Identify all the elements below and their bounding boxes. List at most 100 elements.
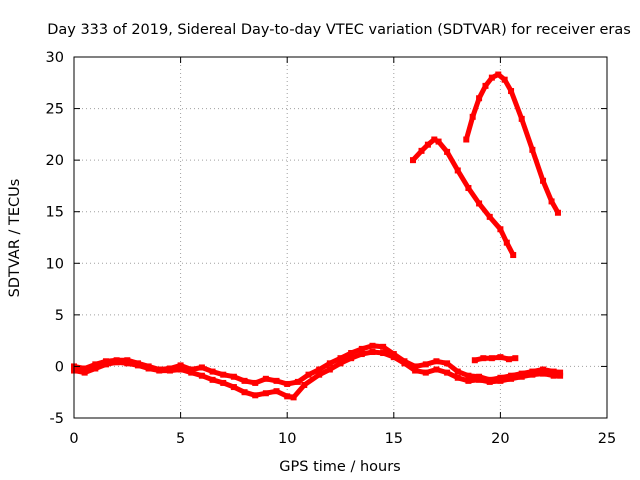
data-point [102, 358, 109, 365]
data-point [401, 360, 408, 367]
data-point [488, 355, 495, 362]
y-tick-label: 25 [46, 102, 64, 118]
x-tick-label: 20 [491, 431, 509, 447]
series-track-high-right [463, 72, 561, 216]
data-point [495, 71, 502, 78]
data-point [284, 380, 291, 387]
data-point [81, 365, 88, 372]
data-point [550, 372, 557, 379]
data-point [497, 354, 504, 361]
data-point [198, 372, 205, 379]
data-point [444, 369, 451, 376]
data-point [512, 355, 519, 362]
data-point [326, 366, 333, 373]
data-point [262, 390, 269, 397]
data-point [486, 378, 493, 385]
data-point [380, 343, 387, 350]
x-axis-label: GPS time / hours [279, 459, 400, 475]
data-point [166, 367, 173, 374]
y-tick-label: 30 [46, 50, 64, 66]
data-point [508, 375, 515, 382]
data-point [252, 379, 259, 386]
data-point [252, 392, 259, 399]
data-point [113, 359, 120, 366]
y-tick-label: 10 [46, 256, 64, 272]
data-point [469, 113, 476, 120]
data-point [476, 376, 483, 383]
y-tick-label: 15 [46, 205, 64, 221]
data-point [476, 95, 483, 102]
data-point [230, 373, 237, 380]
data-point [273, 388, 280, 395]
data-point [454, 374, 461, 381]
data-point [380, 350, 387, 357]
data-point [557, 369, 564, 376]
data-point [518, 373, 525, 380]
data-point [476, 373, 483, 380]
y-tick-label: -5 [50, 411, 64, 427]
y-tick-label: 5 [55, 308, 64, 324]
data-point [540, 370, 547, 377]
x-tick-label: 10 [278, 431, 296, 447]
data-point [454, 368, 461, 375]
data-point [480, 355, 487, 362]
data-point [540, 366, 547, 373]
plot-frame [73, 56, 608, 419]
data-point [433, 366, 440, 373]
data-point [241, 377, 248, 384]
axis-ticks: 0 5 10 15 20 25 -5 0 5 10 15 20 25 30 [46, 50, 617, 447]
series-track-high-left [410, 137, 516, 258]
data-point [422, 369, 429, 376]
data-point [471, 357, 478, 364]
data-point [92, 361, 99, 368]
data-point [124, 360, 131, 367]
data-point [241, 389, 248, 396]
x-tick-label: 15 [385, 431, 403, 447]
data-point [369, 348, 376, 355]
data-point [188, 366, 195, 373]
data-point [316, 366, 323, 373]
data-point [486, 213, 493, 220]
data-point [301, 381, 308, 388]
data-point [412, 367, 419, 374]
x-tick-label: 25 [598, 431, 616, 447]
data-point [454, 167, 461, 174]
data-point [337, 355, 344, 362]
data-point [465, 372, 472, 379]
data-point [316, 371, 323, 378]
data-series [71, 71, 564, 401]
data-point [134, 362, 141, 369]
data-point [348, 355, 355, 362]
data-point [422, 361, 429, 368]
data-point [497, 226, 504, 233]
data-point [284, 393, 291, 400]
data-point [390, 351, 397, 358]
data-point [81, 369, 88, 376]
data-point [409, 157, 416, 164]
data-point [358, 345, 365, 352]
data-point [444, 148, 451, 155]
data-point [412, 363, 419, 370]
data-point [369, 342, 376, 349]
data-point [435, 138, 442, 145]
data-point [102, 361, 109, 368]
data-point [305, 371, 312, 378]
grid-lines [74, 57, 607, 418]
data-point [220, 371, 227, 378]
data-point [554, 209, 561, 216]
data-point [273, 377, 280, 384]
x-tick-label: 0 [69, 431, 78, 447]
data-point [433, 358, 440, 365]
data-point [220, 379, 227, 386]
data-point [508, 88, 515, 95]
data-point [92, 365, 99, 372]
data-point [548, 198, 555, 205]
data-point [262, 375, 269, 382]
data-point [510, 252, 517, 259]
y-axis-label: SDTVAR / TECUs [7, 179, 23, 298]
data-point [358, 351, 365, 358]
data-point [550, 368, 557, 375]
y-tick-label: 0 [55, 359, 64, 375]
data-point [508, 372, 515, 379]
